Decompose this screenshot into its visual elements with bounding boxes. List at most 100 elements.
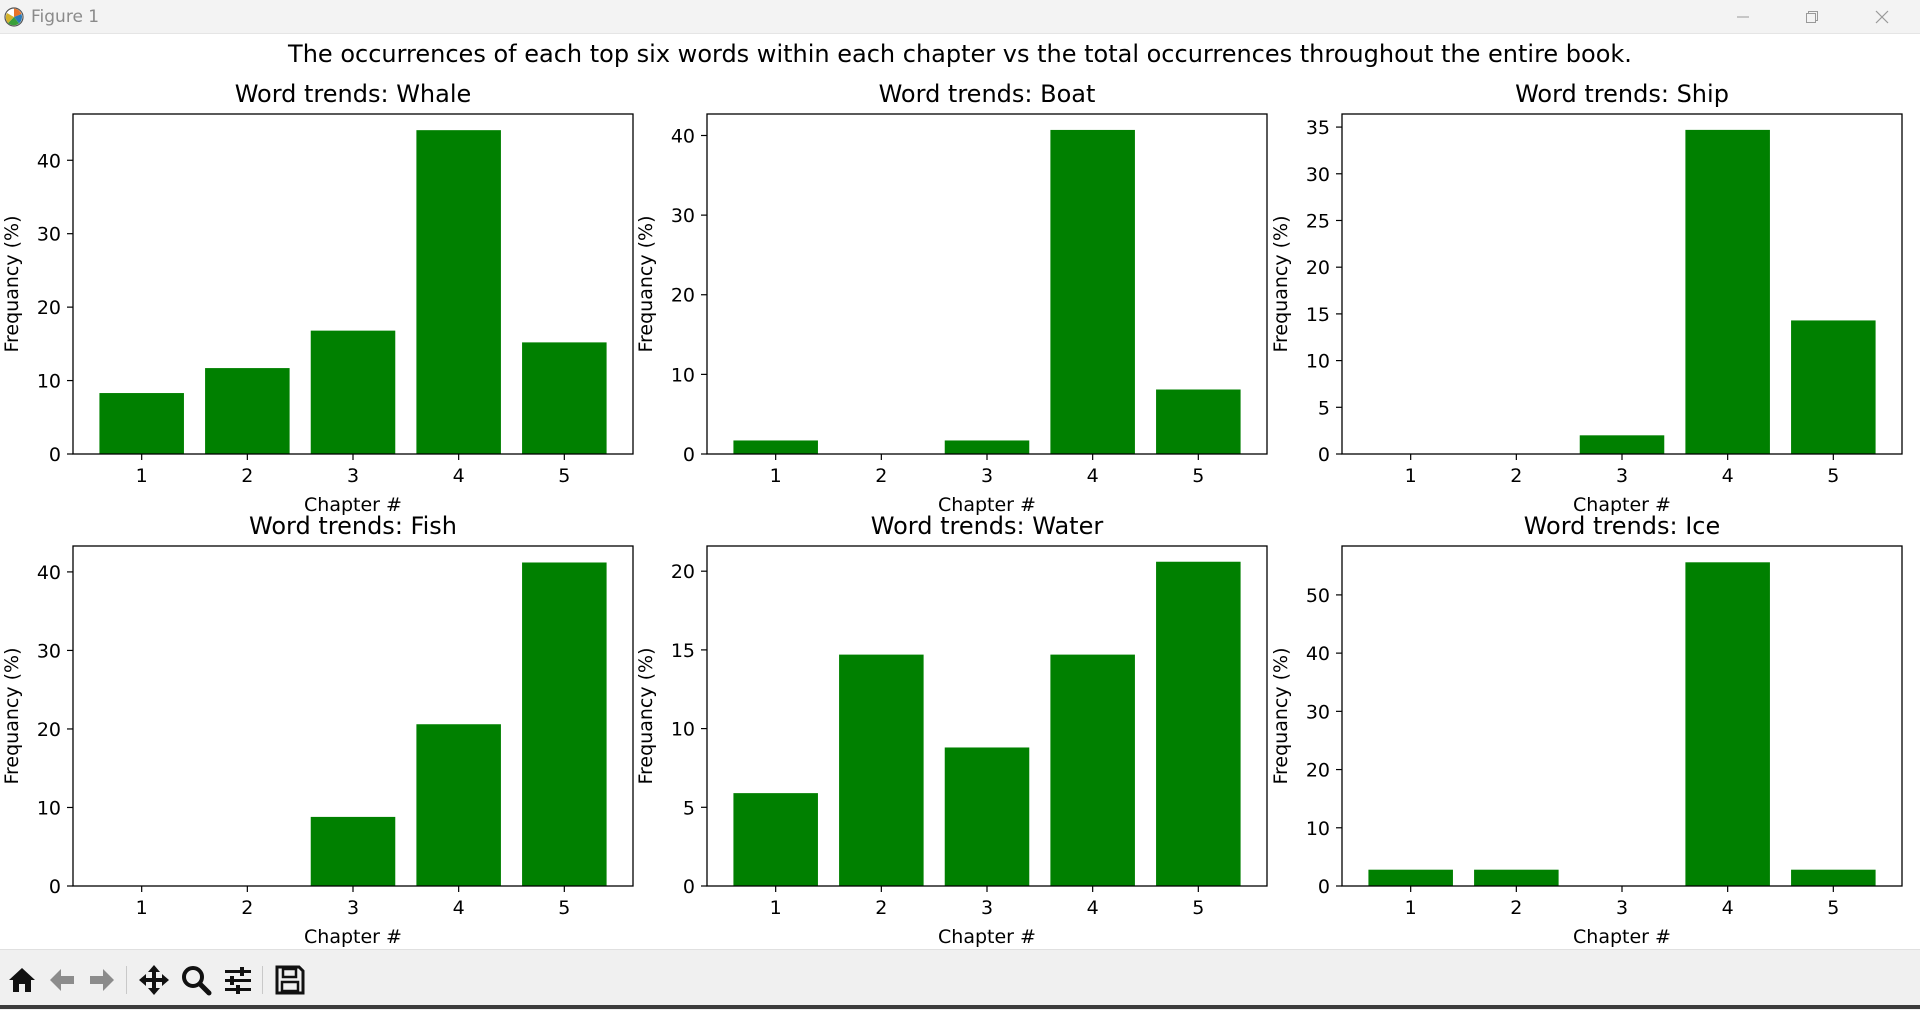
y-tick-label: 30 [1306,164,1330,186]
restore-icon [1806,10,1818,23]
y-tick-label: 15 [671,640,695,662]
zoom-button[interactable] [178,962,214,998]
y-axis-label: Frequancy (%) [635,215,657,352]
bar-chapter-1 [733,793,818,886]
bar-chapter-1 [99,393,184,454]
window-title: Figure 1 [31,7,100,27]
x-tick-label: 4 [1722,465,1734,487]
bar-chapter-4 [416,130,501,454]
x-tick-label: 3 [347,465,359,487]
save-button[interactable] [272,962,308,998]
bar-chapter-5 [1156,389,1241,454]
home-button[interactable] [4,962,40,998]
y-tick-label: 10 [671,364,695,386]
y-tick-label: 30 [671,205,695,227]
bar-chapter-3 [310,330,396,454]
y-tick-label: 20 [37,297,61,319]
x-tick-label: 5 [1827,897,1839,919]
y-tick-label: 15 [1306,304,1330,326]
y-tick-label: 30 [1306,701,1330,723]
toolbar-separator [126,966,127,994]
x-tick-label: 2 [241,465,253,487]
axes-frame [1341,545,1903,887]
close-button[interactable] [1852,0,1912,33]
bar-chapter-3 [310,816,396,886]
figure-svg: The occurrences of each top six words wi… [1,40,1903,948]
forward-arrow-icon [90,969,114,991]
y-tick-label: 20 [37,719,61,741]
x-tick-label: 1 [1405,465,1417,487]
y-tick-label: 10 [37,797,61,819]
subplot-4: 1 2 3 4 5 0 10 20 30 40 Word trends: Fish Chapter #… [1,512,634,948]
x-tick-label: 5 [558,465,570,487]
configure-subplots-button[interactable] [220,962,256,998]
y-tick-label: 0 [1318,876,1330,898]
y-tick-label: 10 [1306,818,1330,840]
x-tick-label: 1 [136,465,148,487]
y-tick-label: 10 [37,371,61,393]
y-tick-label: 0 [49,876,61,898]
bar-chapter-4 [1685,562,1770,886]
subplot-3: 1 2 3 4 5 0 5 10 15 20 25 30 35 Word trends: Ship Chap… [1270,80,1903,516]
forward-button[interactable] [84,962,120,998]
back-arrow-icon [50,969,74,991]
x-tick-label: 2 [875,897,887,919]
configure-subplots-icon [225,967,251,994]
y-tick-label: 10 [1306,351,1330,373]
x-tick-label: 4 [1087,465,1099,487]
bar-chapter-3 [1579,435,1665,454]
y-tick-label: 40 [1306,643,1330,665]
y-tick-label: 20 [671,561,695,583]
y-axis-label: Frequancy (%) [1,647,23,784]
bar-chapter-5 [1156,561,1241,886]
bar-chapter-2 [205,368,290,454]
x-tick-label: 4 [453,465,465,487]
bar-chapter-5 [522,342,607,454]
pan-icon [139,965,169,995]
subplot-title: Word trends: Boat [879,80,1096,108]
x-axis-label: Chapter # [304,926,402,948]
window-titlebar: Figure 1 [0,0,1920,34]
y-tick-label: 40 [37,562,61,584]
y-axis-label: Frequancy (%) [1270,647,1292,784]
y-tick-label: 35 [1306,117,1330,139]
bar-chapter-4 [1050,654,1135,886]
home-icon [9,968,35,992]
x-tick-label: 1 [770,465,782,487]
bar-chapter-1 [733,440,818,454]
minimize-button[interactable] [1713,0,1773,33]
y-tick-label: 30 [37,224,61,246]
bar-chapter-4 [1685,129,1770,454]
maximize-button[interactable] [1782,0,1842,33]
figure-suptitle: The occurrences of each top six words wi… [287,40,1632,68]
figure-canvas[interactable]: The occurrences of each top six words wi… [0,34,1920,949]
x-tick-label: 3 [981,897,993,919]
y-tick-label: 0 [683,876,695,898]
x-tick-label: 1 [770,897,782,919]
x-tick-label: 1 [1405,897,1417,919]
x-tick-label: 3 [1616,465,1628,487]
close-icon [1875,10,1889,23]
subplot-title: Word trends: Water [871,512,1104,540]
pan-button[interactable] [136,962,172,998]
subplot-title: Word trends: Whale [235,80,472,108]
bar-chapter-2 [839,654,924,886]
subplot-title: Word trends: Ship [1515,80,1729,108]
toolbar-separator [262,966,263,994]
x-axis-label: Chapter # [1573,494,1671,516]
x-tick-label: 2 [1510,897,1522,919]
y-tick-label: 20 [1306,257,1330,279]
subplot-2: 1 2 3 4 5 0 10 20 30 40 Word trends: Boat Chapter #… [635,80,1268,516]
x-tick-label: 4 [1722,897,1734,919]
y-tick-label: 50 [1306,585,1330,607]
y-tick-label: 40 [37,150,61,172]
x-tick-label: 5 [1192,465,1204,487]
bar-chapter-5 [1791,320,1876,454]
navigation-toolbar [0,949,1920,1010]
back-button[interactable] [44,962,80,998]
bar-chapter-4 [416,724,501,886]
x-axis-label: Chapter # [304,494,402,516]
y-tick-label: 0 [683,444,695,466]
zoom-icon [182,966,212,996]
x-tick-label: 4 [453,897,465,919]
